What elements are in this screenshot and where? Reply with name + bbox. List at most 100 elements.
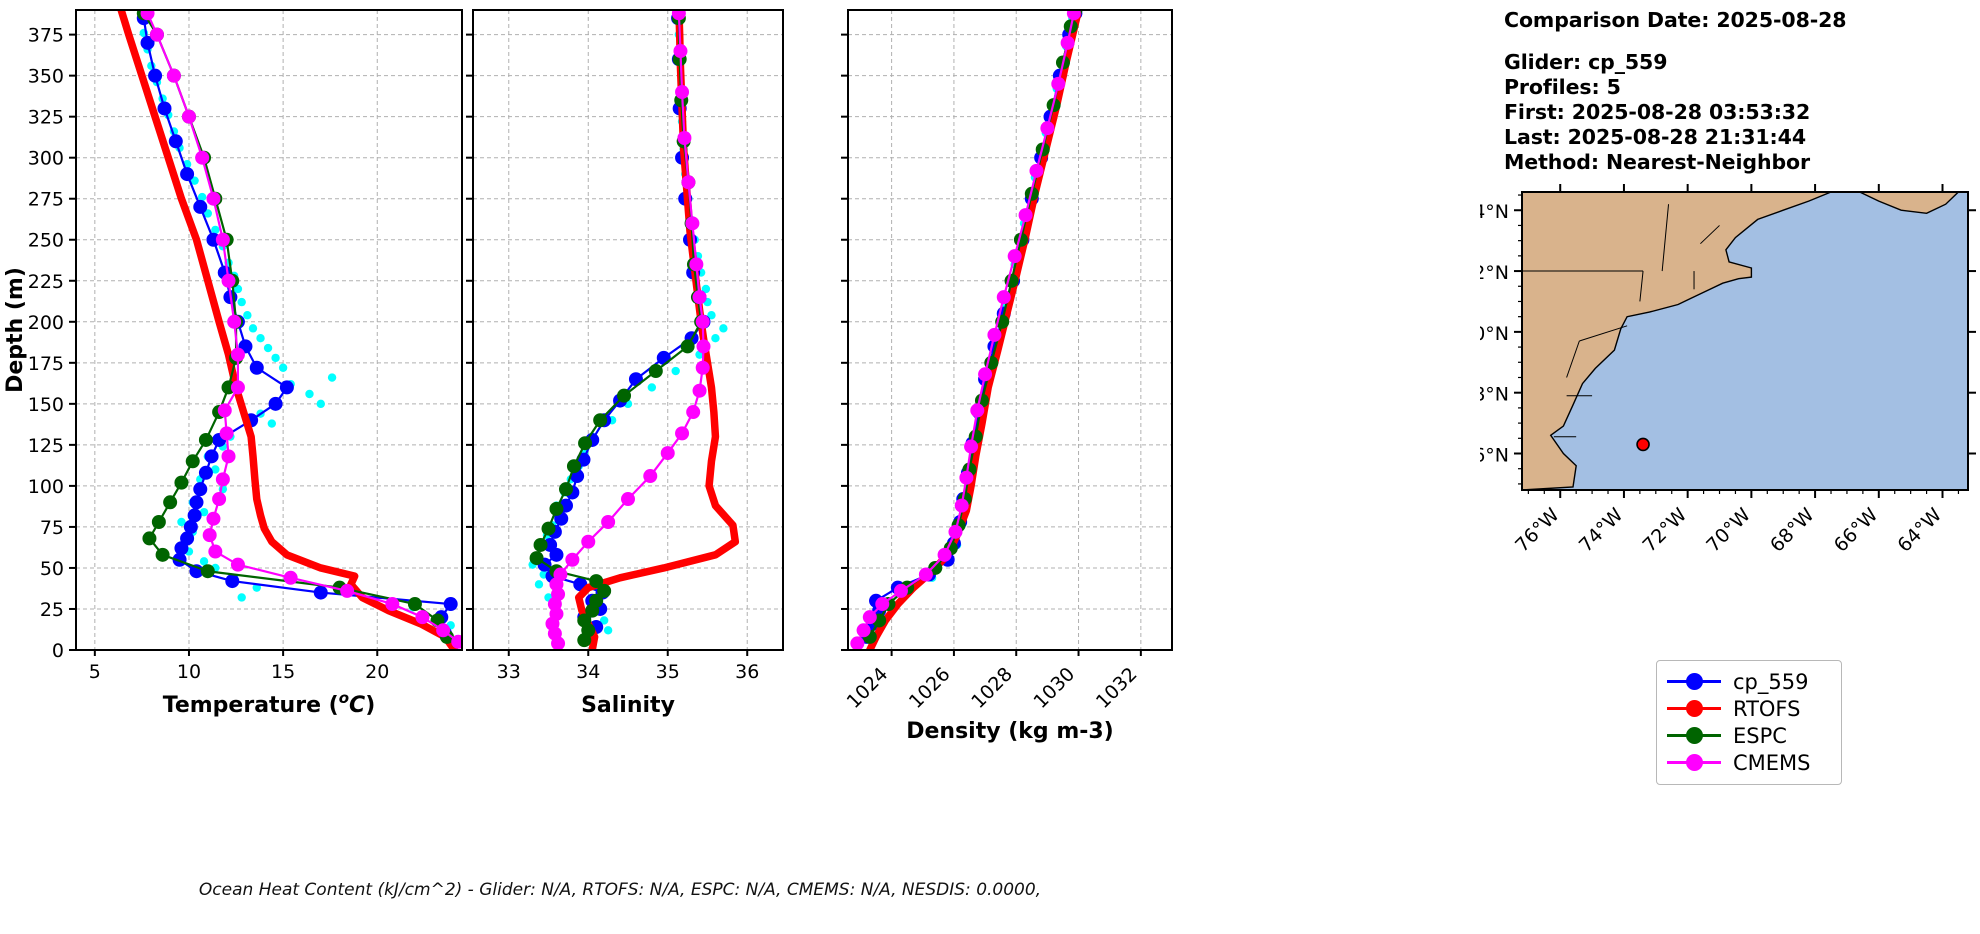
legend-line-swatch xyxy=(1667,700,1721,717)
legend-item-rtofs[interactable]: RTOFS xyxy=(1667,695,1831,722)
svg-text:42°N: 42°N xyxy=(1480,262,1509,284)
grid-lines xyxy=(848,10,1172,650)
svg-text:200: 200 xyxy=(28,312,64,334)
legend-item-cp_559[interactable]: cp_559 xyxy=(1667,668,1831,695)
svg-text:33: 33 xyxy=(497,661,521,683)
svg-text:75: 75 xyxy=(40,517,64,539)
x-axis-title: Density (kg m-3) xyxy=(906,719,1114,744)
legend-marker-dot xyxy=(1686,673,1703,690)
last-profile-time-text: Last: 2025-08-28 21:31:44 xyxy=(1504,125,1806,149)
svg-text:5: 5 xyxy=(89,661,101,683)
legend-item-espc[interactable]: ESPC xyxy=(1667,722,1831,749)
legend-label: cp_559 xyxy=(1733,669,1809,694)
x-axis-title: Salinity xyxy=(581,693,675,718)
svg-text:275: 275 xyxy=(28,189,64,211)
svg-text:36°N: 36°N xyxy=(1480,445,1509,467)
grid-lines xyxy=(76,10,462,650)
axes-frame xyxy=(847,9,1173,651)
svg-text:76°W: 76°W xyxy=(1511,504,1564,557)
map-frame xyxy=(1521,191,1969,491)
legend-line-swatch xyxy=(1667,727,1721,744)
svg-text:44°N: 44°N xyxy=(1480,201,1509,223)
grid-lines xyxy=(473,10,783,650)
axes-frame xyxy=(472,9,784,651)
profiles-count-text: Profiles: 5 xyxy=(1504,75,1621,99)
legend-label: ESPC xyxy=(1733,723,1787,748)
svg-text:150: 150 xyxy=(28,394,64,416)
svg-text:1028: 1028 xyxy=(967,663,1017,713)
map-svg: 44°N 42°N 40°N 38°N 36°N 76°W74°W72°W70°W68°W… xyxy=(1480,184,1976,557)
x-axis-title: Temperature (oC) xyxy=(163,689,376,718)
svg-text:1032: 1032 xyxy=(1092,663,1142,713)
svg-text:175: 175 xyxy=(28,353,64,375)
series-ESPC xyxy=(862,10,1083,644)
ocean-heat-content-footer: Ocean Heat Content (kJ/cm^2) - Glider: N… xyxy=(198,880,1042,900)
panel-temperature-svg: 5 10 15 20025507510012515017520022525027530… xyxy=(3,9,463,718)
svg-text:36: 36 xyxy=(735,661,759,683)
comparison-date-text: Comparison Date: 2025-08-28 xyxy=(1504,8,1847,32)
svg-text:68°W: 68°W xyxy=(1766,504,1819,557)
state-borders xyxy=(1522,204,1720,438)
location-map-panel: 44°N 42°N 40°N 38°N 36°N 76°W74°W72°W70°W68°W… xyxy=(1480,180,1980,660)
svg-text:300: 300 xyxy=(28,148,64,170)
salinity-profile-panel: 33 34 35 36 Salinity xyxy=(455,0,815,880)
svg-text:100: 100 xyxy=(28,476,64,498)
legend-line-swatch xyxy=(1667,673,1721,690)
svg-text:40°N: 40°N xyxy=(1480,323,1509,345)
svg-text:125: 125 xyxy=(28,435,64,457)
land-area xyxy=(1521,191,1832,491)
svg-text:1024: 1024 xyxy=(843,663,893,713)
svg-text:64°W: 64°W xyxy=(1893,504,1946,557)
glider-location-marker[interactable] xyxy=(1636,437,1650,452)
svg-text:1030: 1030 xyxy=(1029,663,1079,713)
panel-salinity-svg: 33 34 35 36 Salinity xyxy=(466,9,784,718)
series-legend: cp_559 RTOFS ESPC CMEMS xyxy=(1656,660,1842,785)
axes-frame xyxy=(75,9,463,651)
method-text: Method: Nearest-Neighbor xyxy=(1504,150,1811,174)
svg-text:10: 10 xyxy=(177,661,201,683)
plot-data xyxy=(528,10,740,650)
svg-text:325: 325 xyxy=(28,107,64,129)
axis-ticks: 5 10 15 20025507510012515017520022525027530… xyxy=(28,25,390,683)
svg-text:50: 50 xyxy=(40,558,64,580)
series-RTOFS xyxy=(574,10,740,650)
glider-name-text: Glider: cp_559 xyxy=(1504,50,1668,74)
svg-text:15: 15 xyxy=(271,661,295,683)
svg-text:66°W: 66°W xyxy=(1830,504,1883,557)
svg-text:74°W: 74°W xyxy=(1575,504,1628,557)
panel-density-svg: 1024 1026 1028 1030 1032 Density (kg m-3) xyxy=(841,9,1173,744)
density-profile-panel: 1024 1026 1028 1030 1032 Density (kg m-3) xyxy=(830,0,1250,880)
temperature-profile-panel: 5 10 15 20 0 25 50 75 100 125 150 175 200 225 250 275 30… xyxy=(0,0,470,880)
legend-item-cmems[interactable]: CMEMS xyxy=(1667,749,1831,776)
legend-line-swatch xyxy=(1667,754,1721,771)
metadata-info-block: Comparison Date: 2025-08-28 Glider: cp_5… xyxy=(1504,8,1847,175)
svg-text:1026: 1026 xyxy=(905,663,955,713)
svg-text:35: 35 xyxy=(656,661,680,683)
legend-label: RTOFS xyxy=(1733,696,1801,721)
series-RTOFS xyxy=(117,10,459,650)
legend-label: CMEMS xyxy=(1733,750,1811,775)
svg-text:250: 250 xyxy=(28,230,64,252)
y-axis-title: Depth (m) xyxy=(3,267,28,393)
legend-marker-dot xyxy=(1686,754,1703,771)
svg-text:225: 225 xyxy=(28,271,64,293)
svg-text:34: 34 xyxy=(576,661,600,683)
axis-ticks: 33 34 35 36 xyxy=(466,33,759,683)
series-CMEMS xyxy=(850,10,1081,650)
svg-text:72°W: 72°W xyxy=(1639,504,1692,557)
svg-text:20: 20 xyxy=(365,661,389,683)
legend-marker-dot xyxy=(1686,727,1703,744)
svg-text:70°W: 70°W xyxy=(1702,504,1755,557)
scatter-glider-observations xyxy=(865,14,1077,635)
svg-text:25: 25 xyxy=(40,599,64,621)
first-profile-time-text: First: 2025-08-28 03:53:32 xyxy=(1504,100,1811,124)
info-spacer xyxy=(1504,33,1846,50)
svg-text:38°N: 38°N xyxy=(1480,384,1509,406)
svg-text:375: 375 xyxy=(28,25,64,47)
series-CMEMS xyxy=(545,10,711,650)
legend-marker-dot xyxy=(1686,700,1703,717)
plot-data xyxy=(117,10,462,650)
plot-data xyxy=(850,10,1083,650)
series-CMEMS xyxy=(140,10,462,649)
svg-text:350: 350 xyxy=(28,66,64,88)
